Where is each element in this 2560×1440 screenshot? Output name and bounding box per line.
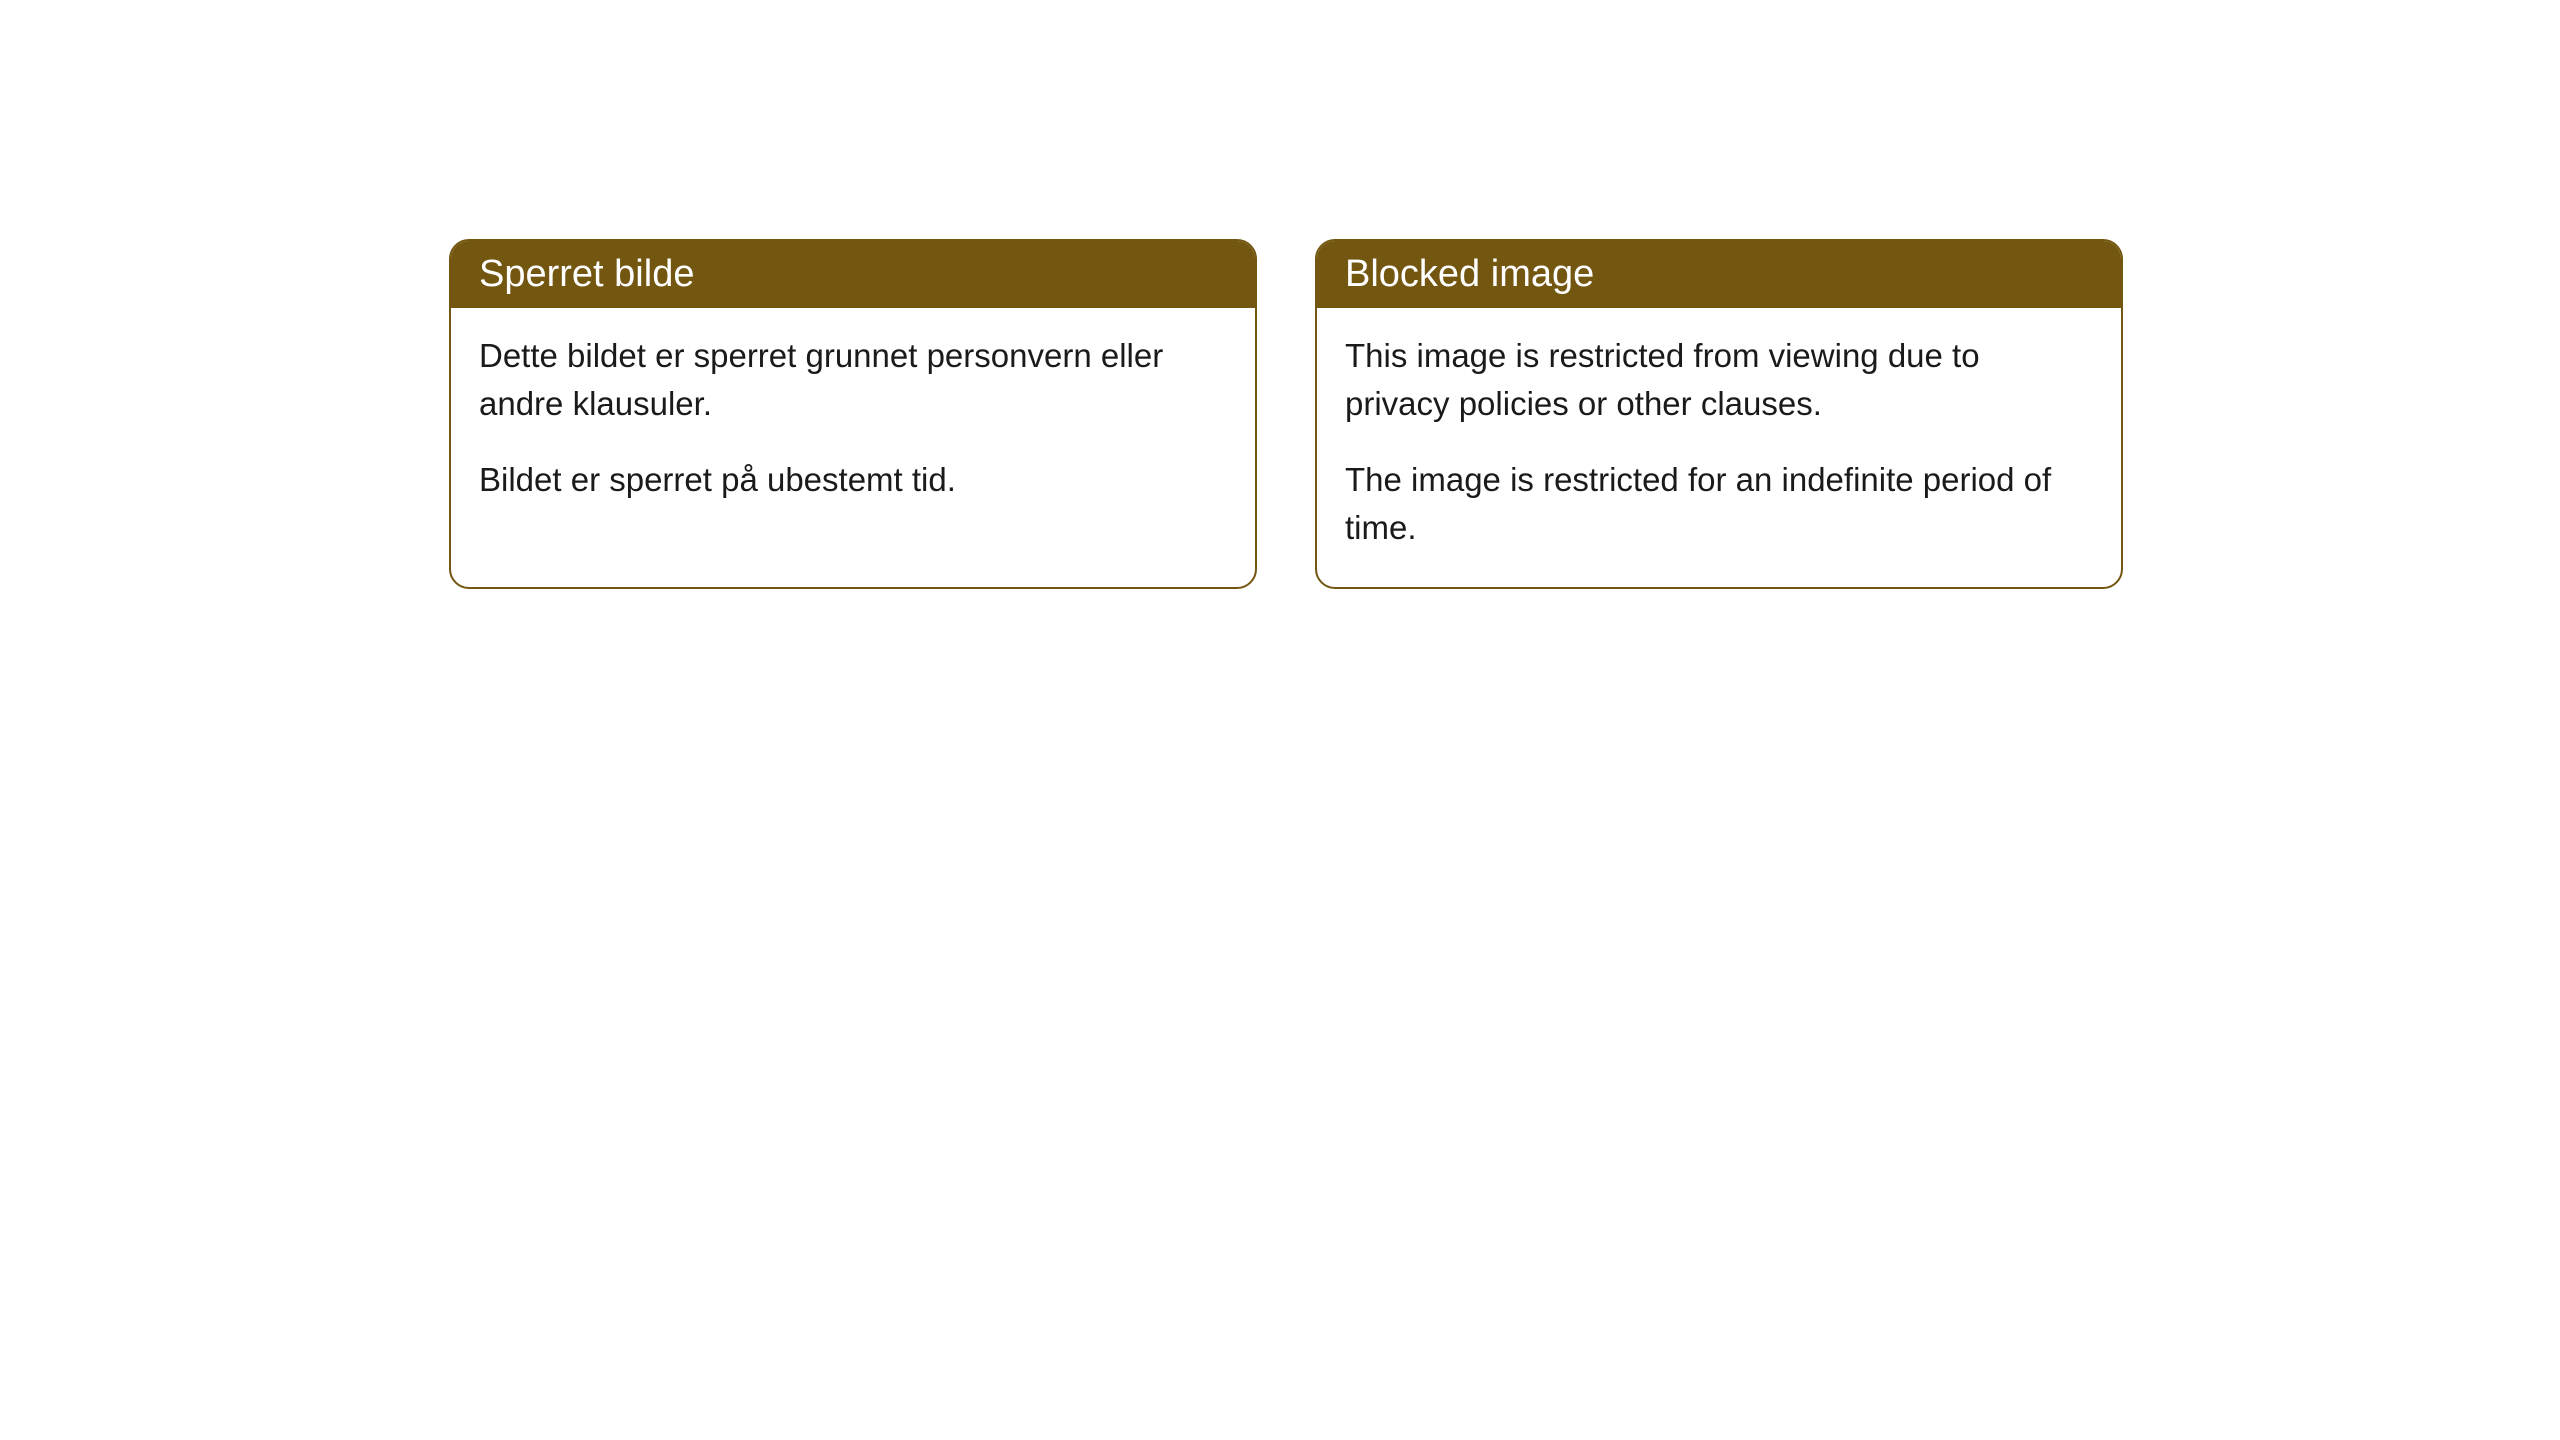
notice-text-2: Bildet er sperret på ubestemt tid.	[479, 456, 1227, 504]
blocked-image-notice-english: Blocked image This image is restricted f…	[1315, 239, 2123, 589]
card-body: Dette bildet er sperret grunnet personve…	[451, 308, 1255, 540]
notice-text-1: Dette bildet er sperret grunnet personve…	[479, 332, 1227, 428]
notice-text-1: This image is restricted from viewing du…	[1345, 332, 2093, 428]
card-title: Blocked image	[1345, 253, 1594, 295]
card-title: Sperret bilde	[479, 253, 694, 295]
card-header: Sperret bilde	[451, 241, 1255, 308]
notice-cards-container: Sperret bilde Dette bildet er sperret gr…	[449, 239, 2123, 589]
blocked-image-notice-norwegian: Sperret bilde Dette bildet er sperret gr…	[449, 239, 1257, 589]
notice-text-2: The image is restricted for an indefinit…	[1345, 456, 2093, 552]
card-header: Blocked image	[1317, 241, 2121, 308]
card-body: This image is restricted from viewing du…	[1317, 308, 2121, 587]
